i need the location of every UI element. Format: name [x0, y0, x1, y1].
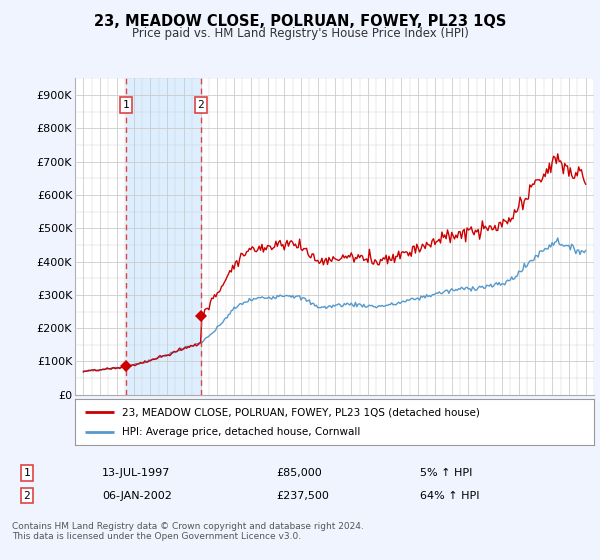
Text: 1: 1: [23, 468, 31, 478]
Text: 64% ↑ HPI: 64% ↑ HPI: [420, 491, 479, 501]
Text: 23, MEADOW CLOSE, POLRUAN, FOWEY, PL23 1QS (detached house): 23, MEADOW CLOSE, POLRUAN, FOWEY, PL23 1…: [122, 407, 479, 417]
Text: 06-JAN-2002: 06-JAN-2002: [102, 491, 172, 501]
Text: HPI: Average price, detached house, Cornwall: HPI: Average price, detached house, Corn…: [122, 427, 360, 437]
Text: 1: 1: [122, 100, 129, 110]
Text: £85,000: £85,000: [276, 468, 322, 478]
Text: 2: 2: [197, 100, 204, 110]
Text: 13-JUL-1997: 13-JUL-1997: [102, 468, 170, 478]
Text: 23, MEADOW CLOSE, POLRUAN, FOWEY, PL23 1QS: 23, MEADOW CLOSE, POLRUAN, FOWEY, PL23 1…: [94, 14, 506, 29]
Text: Price paid vs. HM Land Registry's House Price Index (HPI): Price paid vs. HM Land Registry's House …: [131, 27, 469, 40]
Text: 5% ↑ HPI: 5% ↑ HPI: [420, 468, 472, 478]
Text: 2: 2: [23, 491, 31, 501]
Text: Contains HM Land Registry data © Crown copyright and database right 2024.
This d: Contains HM Land Registry data © Crown c…: [12, 522, 364, 542]
Text: £237,500: £237,500: [276, 491, 329, 501]
Bar: [126, 78, 201, 395]
